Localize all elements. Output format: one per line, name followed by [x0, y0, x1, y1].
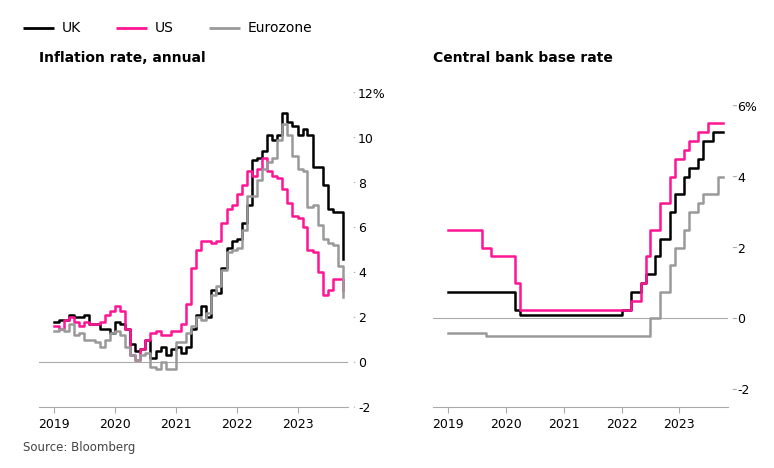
- Text: UK: UK: [62, 21, 81, 35]
- Text: Source: Bloomberg: Source: Bloomberg: [23, 441, 135, 454]
- Text: Eurozone: Eurozone: [248, 21, 312, 35]
- Text: US: US: [155, 21, 173, 35]
- Text: Inflation rate, annual: Inflation rate, annual: [39, 51, 205, 65]
- Text: Central bank base rate: Central bank base rate: [433, 51, 613, 65]
